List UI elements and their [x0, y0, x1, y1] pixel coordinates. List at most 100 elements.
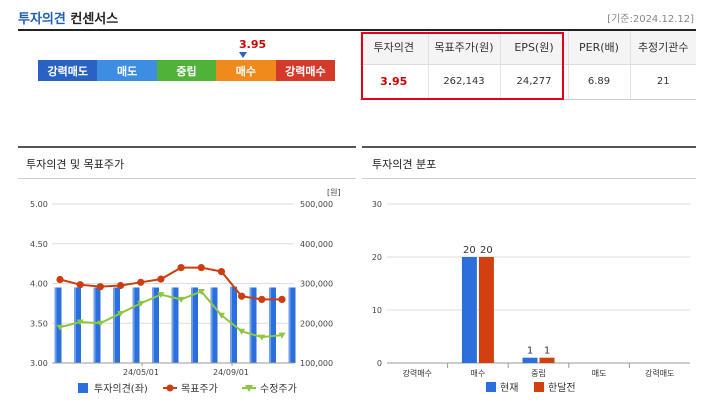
consensus-header-cell: 목표주가(원) — [427, 31, 500, 65]
consensus-header-cell: EPS(원) — [499, 31, 568, 65]
opinion-bar-highlight — [171, 287, 174, 363]
opinion-bar — [93, 287, 101, 363]
opinion-bar — [152, 287, 159, 363]
right-panel-divider — [362, 178, 696, 179]
distribution-bar — [522, 357, 538, 363]
legend-swatch-marker — [166, 384, 174, 392]
opinion-bar — [74, 287, 81, 363]
target-price-point — [197, 264, 205, 272]
y-left-tick-label: 4.50 — [30, 240, 48, 249]
scale-segment: 매수 — [216, 60, 276, 81]
y-left-tick-label: 3.50 — [30, 319, 48, 328]
opinion-bar-highlight — [132, 287, 135, 363]
category-label: 매도 — [592, 369, 607, 378]
opinion-bar-highlight — [74, 287, 76, 363]
y-right-tick-label: 400,000 — [300, 240, 333, 249]
page-title-main: 투자의견 — [18, 12, 66, 27]
opinion-bar-highlight — [269, 287, 271, 363]
opinion-bar-highlight — [288, 287, 291, 363]
opinion-bar-highlight — [113, 287, 115, 363]
target-price-point — [157, 275, 165, 283]
y-tick-label: 30 — [372, 200, 382, 209]
opinion-bar — [113, 287, 120, 363]
bar-value-label: 20 — [480, 245, 493, 256]
opinion-bar-highlight — [54, 287, 57, 363]
opinion-bar — [288, 287, 296, 363]
consensus-value-cell: 21 — [629, 64, 696, 100]
category-label: 매수 — [471, 369, 486, 378]
consensus-header-row: 투자의견 목표주가(원) EPS(원) PER(배) 추정기관수 — [360, 31, 696, 65]
header-divider — [18, 29, 696, 31]
legend-swatch — [534, 382, 544, 392]
page-title: 투자의견 컨센서스 — [18, 8, 118, 27]
y-right-tick-label: 500,000 — [300, 200, 333, 209]
adjusted-price-point — [177, 296, 185, 303]
page-title-sub: 컨센서스 — [70, 12, 119, 27]
legend-label: 투자의견(좌) — [94, 383, 148, 395]
legend-swatch — [486, 382, 496, 392]
consensus-value-cell: 262,143 — [427, 64, 500, 100]
bar-value-label: 1 — [527, 346, 533, 357]
adjusted-price-point — [96, 320, 104, 327]
y-tick-label: 20 — [372, 253, 382, 262]
opinion-bar — [269, 287, 276, 363]
scale-segment: 중립 — [156, 60, 217, 81]
distribution-bar — [461, 257, 477, 363]
legend-label: 목표주가 — [181, 383, 218, 395]
left-panel-top-border — [18, 146, 356, 148]
x-tick-label: 24/05/01 — [123, 368, 159, 377]
left-panel-divider — [18, 178, 356, 179]
opinion-bar-highlight — [249, 287, 252, 363]
legend-label: 한달전 — [548, 382, 576, 394]
target-price-point — [177, 264, 185, 272]
adjusted-price-point — [217, 312, 225, 319]
adjusted-price-point — [76, 319, 84, 326]
target-price-point — [238, 292, 246, 300]
consensus-header-cell: 추정기관수 — [629, 31, 696, 65]
category-label: 중립 — [531, 369, 546, 378]
scale-segment: 강력매도 — [38, 60, 98, 81]
bar-value-label: 1 — [544, 346, 550, 357]
target-price-point — [258, 295, 266, 303]
category-label: 강력매수 — [403, 368, 432, 378]
adjusted-price-point — [197, 288, 205, 295]
distribution-bar — [539, 357, 555, 363]
y-left-tick-label: 5.00 — [30, 200, 48, 209]
adjusted-price-point — [137, 300, 145, 307]
y-right-tick-label: 300,000 — [300, 280, 333, 289]
adjusted-price-point — [258, 334, 266, 341]
legend-swatch-bar — [78, 383, 88, 393]
category-label: 강력매도 — [645, 368, 674, 378]
adjusted-price-point — [117, 310, 125, 317]
opinion-score: 3.95 — [239, 38, 267, 51]
score-marker-icon — [239, 52, 247, 58]
adjusted-price-point — [278, 332, 286, 339]
adjusted-price-point — [157, 292, 165, 299]
scale-segment: 강력매수 — [275, 60, 336, 81]
opinion-bar — [132, 287, 140, 363]
adjusted-price-point — [56, 324, 64, 331]
target-price-point — [76, 281, 84, 289]
adjusted-price-line — [59, 290, 283, 339]
y-tick-label: 0 — [377, 359, 382, 368]
consensus-header-cell: 투자의견 — [360, 31, 428, 65]
opinion-bar-highlight — [93, 287, 96, 363]
x-tick-label: 24/09/01 — [213, 368, 249, 377]
target-price-point — [96, 283, 104, 291]
y-left-tick-label: 4.00 — [30, 280, 48, 289]
consensus-value-cell: 6.89 — [567, 64, 630, 100]
distribution-bar — [478, 257, 494, 363]
target-price-point — [116, 281, 125, 290]
opinion-bar — [249, 287, 257, 363]
opinion-bar-highlight — [191, 287, 193, 363]
left-panel-title: 투자의견 및 목표주가 — [26, 158, 125, 171]
opinion-bar-highlight — [210, 287, 213, 363]
consensus-value-row: 3.95 262,143 24,277 6.89 21 — [360, 64, 696, 100]
target-price-point — [217, 267, 226, 276]
opinion-bar-highlight — [152, 287, 154, 363]
target-price-point — [278, 295, 286, 303]
highlight-box — [361, 32, 564, 100]
scale-segment: 매도 — [97, 60, 157, 81]
